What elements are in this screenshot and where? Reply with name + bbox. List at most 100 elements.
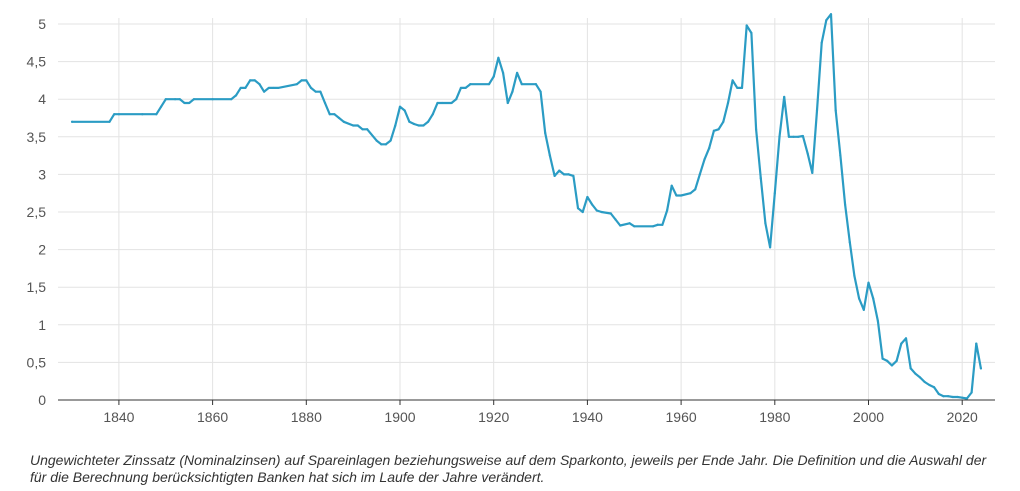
data-point [731, 79, 734, 82]
data-point [305, 79, 308, 82]
data-point [801, 134, 805, 138]
data-point [314, 90, 317, 93]
data-point [567, 173, 570, 176]
x-tick-label: 1880 [291, 409, 322, 425]
data-point [853, 274, 856, 278]
data-point [384, 143, 388, 146]
data-point [726, 101, 730, 105]
data-point [211, 98, 214, 101]
data-point [431, 113, 434, 116]
data-point [258, 83, 261, 86]
data-point [427, 120, 430, 123]
data-point [539, 90, 542, 93]
data-point [909, 367, 912, 370]
data-point [188, 101, 191, 105]
data-point [745, 24, 748, 27]
series-points [70, 13, 983, 400]
data-point [164, 98, 167, 101]
data-point [248, 79, 252, 82]
y-tick-label: 0,5 [27, 354, 47, 370]
data-point [918, 376, 922, 379]
y-tick-labels: 0 0,5 1 1,5 2 2,5 3 3,5 4 4,5 5 [27, 16, 47, 408]
data-point [675, 194, 678, 197]
data-point [825, 19, 828, 22]
data-point [380, 143, 383, 146]
data-point [942, 395, 945, 398]
data-point [455, 98, 458, 101]
data-point [516, 71, 519, 74]
data-point [698, 173, 701, 176]
x-tick-label: 1920 [478, 409, 509, 425]
x-tick-label: 1860 [197, 409, 228, 425]
y-gridlines [58, 23, 995, 363]
data-point [253, 79, 256, 82]
data-point [797, 135, 800, 138]
line-chart: 0 0,5 1 1,5 2 2,5 3 3,5 4 4,5 5 1840 1860 1880 1900 19… [27, 13, 995, 425]
data-point [586, 195, 589, 199]
data-point [670, 184, 673, 187]
data-point [422, 124, 425, 127]
data-point [722, 120, 725, 123]
data-point [487, 83, 491, 86]
y-tick-label: 4 [38, 91, 46, 107]
data-point [553, 174, 556, 178]
data-point [590, 203, 594, 206]
data-point [338, 116, 341, 120]
x-tick-label: 2020 [947, 409, 978, 425]
data-point [534, 83, 537, 86]
data-point [450, 101, 453, 105]
data-point [633, 225, 636, 228]
data-point [234, 94, 238, 97]
data-point [787, 135, 790, 138]
data-point [932, 386, 936, 389]
data-point [178, 98, 181, 101]
data-point [717, 128, 720, 131]
data-point [750, 31, 753, 35]
data-point [656, 223, 659, 226]
data-point [769, 246, 772, 249]
data-point [759, 177, 762, 180]
data-point [867, 281, 870, 284]
data-point [492, 75, 495, 78]
data-point [300, 79, 303, 82]
data-point [174, 98, 177, 101]
data-point [572, 174, 575, 178]
data-point [230, 98, 233, 101]
y-tick-label: 4,5 [27, 54, 47, 70]
data-point [881, 357, 884, 360]
y-tick-label: 3 [38, 166, 46, 182]
data-point [352, 124, 355, 127]
data-point [277, 86, 280, 90]
data-point [333, 113, 336, 116]
x-tick-label: 1900 [384, 409, 415, 425]
data-point [464, 86, 467, 90]
x-gridlines [118, 18, 963, 400]
data-point [459, 86, 463, 90]
data-point [764, 222, 767, 225]
data-point [773, 192, 776, 195]
data-point [501, 71, 505, 74]
data-point [904, 337, 908, 340]
y-tick-label: 1,5 [27, 279, 47, 295]
data-point [712, 129, 716, 132]
data-point [928, 383, 931, 387]
data-point [965, 397, 968, 400]
data-point [520, 83, 523, 86]
chart-caption: Ungewichteter Zinssatz (Nominalzinsen) a… [30, 452, 987, 485]
data-point [497, 56, 500, 59]
data-point [436, 101, 439, 105]
data-point [975, 342, 978, 345]
data-point [609, 212, 612, 215]
data-point [600, 210, 603, 214]
data-point [375, 139, 378, 142]
data-point [244, 86, 247, 90]
data-point [159, 105, 163, 108]
data-point [778, 135, 781, 138]
data-point [548, 154, 552, 157]
data-point [895, 359, 898, 362]
data-point [581, 210, 584, 214]
data-point [815, 109, 819, 112]
series-line [71, 13, 982, 400]
data-point [155, 113, 158, 116]
data-point [117, 113, 121, 116]
